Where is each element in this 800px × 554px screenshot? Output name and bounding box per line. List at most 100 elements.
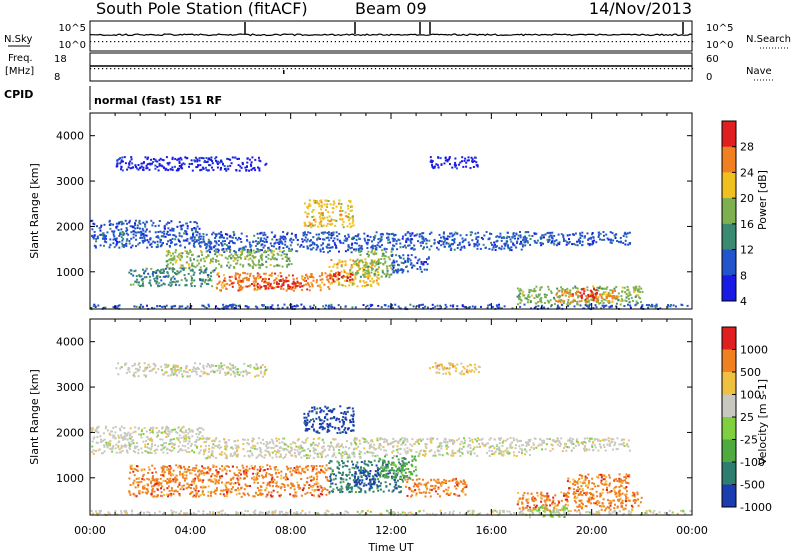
power-echo-region — [353, 249, 393, 279]
power-echo-region — [253, 279, 304, 290]
power-colorbar-swatch — [722, 275, 736, 302]
power-echo-region — [303, 199, 355, 229]
velocity-y-axis: 1000 2000 3000 4000 — [56, 336, 692, 485]
power-echo-region — [366, 231, 531, 252]
velocity-colorbar-tick: 1000 — [740, 344, 768, 357]
power-colorbar-tick: 12 — [740, 244, 754, 257]
cpid-value: normal (fast) 151 RF — [94, 94, 222, 107]
power-colorbar-label: Power [dB] — [756, 170, 769, 230]
power-echo-region — [90, 219, 205, 249]
velocity-y-label: Slant Range [km] — [28, 369, 41, 465]
velocity-colorbar-swatch — [722, 394, 736, 418]
nsky-label: N.Sky — [4, 34, 32, 45]
nsky-trace — [89, 22, 694, 43]
velocity-colorbar-tick: -1000 — [740, 501, 772, 514]
power-echo-region — [165, 249, 293, 270]
power-y-tick-label: 1000 — [56, 266, 84, 279]
x-tick-label: 00:00 — [676, 524, 708, 537]
power-colorbar-swatch — [722, 146, 736, 173]
velocity-echo-region — [429, 362, 481, 376]
power-echo-region — [579, 287, 598, 300]
power-echo-region — [529, 231, 632, 247]
velocity-echo-region — [404, 477, 468, 498]
freq-unit-label: [MHz] — [5, 66, 34, 77]
velocity-colorbar-swatch — [722, 417, 736, 440]
power-colorbar-tick: 4 — [740, 295, 747, 308]
velocity-echo-region — [115, 362, 268, 378]
velocity-echo-region — [128, 464, 331, 498]
velocity-colorbar-tick: 25 — [740, 411, 754, 424]
power-echo-region — [391, 253, 430, 274]
freq-trace — [90, 65, 694, 74]
x-tick-label: 16:00 — [475, 524, 507, 537]
velocity-y-tick-label: 1000 — [56, 472, 84, 485]
power-frame — [89, 112, 693, 310]
velocity-colorbar-tick: 500 — [740, 366, 761, 379]
velocity-echo-region — [202, 437, 368, 460]
velocity-echo-region — [303, 405, 355, 434]
x-tick-label: 04:00 — [174, 524, 206, 537]
station-title: South Pole Station (fitACF) — [96, 0, 308, 18]
velocity-echo-region — [353, 469, 380, 488]
x-tick-label: 00:00 — [74, 524, 106, 537]
velocity-colorbar-label: Velocity [m s-1] — [756, 379, 769, 465]
power-colorbar-swatch — [722, 172, 736, 199]
power-echo-region — [128, 267, 216, 288]
power-colorbar-swatch — [722, 223, 736, 251]
beam-label: Beam 09 — [355, 0, 427, 18]
velocity-echo-region — [90, 425, 205, 455]
power-colorbar-tick: 8 — [740, 269, 747, 282]
velocity-colorbar-tick: 100 — [740, 389, 761, 402]
nave-label: Nave — [746, 66, 772, 77]
nsearch-tick-bottom: 10^0 — [706, 40, 733, 51]
velocity-echo-region — [516, 491, 643, 512]
velocity-y-tick-label: 4000 — [56, 336, 84, 349]
power-data-region — [90, 156, 689, 311]
x-tick-label: 08:00 — [275, 524, 307, 537]
power-colorbar-swatch — [722, 121, 736, 148]
power-y-tick-label: 4000 — [56, 130, 84, 143]
velocity-colorbar-tick: -100 — [740, 456, 765, 469]
nsky-panel: N.Sky 10^5 10^0 N.Search 10^5 10^0 — [4, 20, 791, 52]
power-colorbar-tick: 28 — [740, 141, 754, 154]
power-echo-region — [429, 156, 479, 170]
velocity-data-region — [90, 362, 692, 519]
power-echo-region — [555, 290, 618, 304]
x-tick-label: 20:00 — [576, 524, 608, 537]
velocity-colorbar-swatch — [722, 462, 736, 485]
velocity-colorbar-swatch — [722, 327, 736, 350]
velocity-colorbar-swatch — [722, 484, 736, 508]
velocity-echo-region — [529, 437, 631, 453]
velocity-echo-region — [378, 455, 418, 480]
power-colorbar: 28 24 20 16 12 8 4 — [721, 120, 754, 308]
nsky-frame — [89, 20, 693, 52]
power-echo-region — [202, 231, 368, 254]
power-y-label: Slant Range [km] — [28, 163, 41, 259]
velocity-colorbar-tick: -25 — [740, 434, 758, 447]
nsky-tick-top: 10^5 — [59, 23, 86, 34]
freq-frame — [89, 52, 693, 82]
power-echo-region — [329, 271, 354, 283]
nsky-tick-bottom: 10^0 — [59, 40, 86, 51]
velocity-x-axis: 00:00 04:00 08:00 12:00 16:00 20:00 00:00 — [74, 319, 708, 537]
velocity-echo-region — [529, 505, 568, 519]
power-y-axis: 1000 2000 3000 4000 — [56, 130, 692, 279]
power-y-tick-label: 2000 — [56, 220, 84, 233]
power-colorbar-tick: 16 — [740, 218, 754, 231]
nsearch-tick-top: 10^5 — [706, 23, 733, 34]
power-colorbar-swatch — [722, 198, 736, 225]
power-colorbar-tick: 20 — [740, 192, 754, 205]
velocity-echo-region — [566, 473, 631, 496]
date-label: 14/Nov/2013 — [589, 0, 692, 18]
velocity-colorbar-swatch — [722, 349, 736, 373]
velocity-y-tick-label: 3000 — [56, 381, 84, 394]
power-colorbar-swatch — [722, 249, 736, 276]
power-y-tick-label: 3000 — [56, 175, 84, 188]
velocity-colorbar-swatch — [722, 372, 736, 395]
velocity-colorbar: 1000 500 100 25 -25 -100 -500 -1000 — [721, 326, 772, 514]
freq-label: Freq. — [8, 53, 33, 64]
freq-tick-top: 18 — [54, 54, 67, 65]
freq-panel: Freq. [MHz] 18 8 60 0 Nave — [5, 52, 774, 83]
velocity-y-tick-label: 2000 — [56, 426, 84, 439]
